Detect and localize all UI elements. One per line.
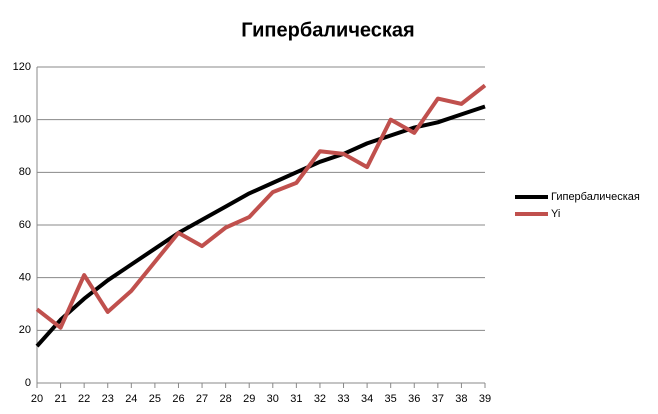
x-tick-label: 23	[102, 393, 114, 405]
x-tick-label: 25	[149, 393, 161, 405]
x-tick-label: 33	[337, 393, 349, 405]
series-line	[35, 83, 487, 330]
y-tick-label: 20	[19, 324, 31, 336]
chart-title: Гипербалическая	[241, 19, 414, 41]
x-tick-label: 21	[54, 393, 66, 405]
x-tick-label: 28	[220, 393, 232, 405]
x-tick-label: 26	[172, 393, 184, 405]
x-tick-label: 20	[31, 393, 43, 405]
x-tick-label: 35	[385, 393, 397, 405]
y-tick-label: 120	[13, 61, 31, 73]
legend-label: Yi	[551, 208, 560, 220]
x-tick-label: 27	[196, 393, 208, 405]
y-tick-label: 0	[25, 377, 31, 389]
y-tick-label: 80	[19, 166, 31, 178]
x-tick-label: 39	[479, 393, 491, 405]
x-tick-label: 31	[290, 393, 302, 405]
x-tick-label: 37	[432, 393, 444, 405]
x-tick-label: 32	[314, 393, 326, 405]
y-tick-label: 100	[13, 114, 31, 126]
y-tick-label: 60	[19, 219, 31, 231]
x-tick-label: 30	[267, 393, 279, 405]
series-line	[35, 104, 486, 348]
x-tick-label: 34	[361, 393, 373, 405]
x-tick-label: 22	[78, 393, 90, 405]
x-tick-label: 38	[455, 393, 467, 405]
y-tick-label: 40	[19, 272, 31, 284]
x-tick-label: 29	[243, 393, 255, 405]
x-tick-label: 24	[125, 393, 137, 405]
x-tick-label: 36	[408, 393, 420, 405]
legend-label: Гипербалическая	[551, 191, 640, 203]
